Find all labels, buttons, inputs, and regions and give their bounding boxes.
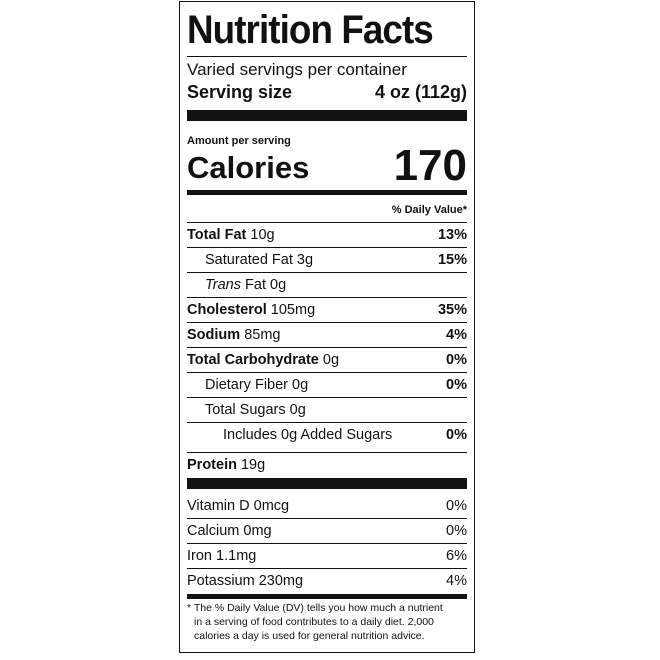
vitamin-dv: 0% bbox=[446, 523, 467, 539]
calories-value: 170 bbox=[393, 141, 467, 190]
nutrient-row-cholesterol: Cholesterol 105mg 35% bbox=[187, 297, 467, 322]
vitamin-amount: 0mcg bbox=[253, 497, 290, 514]
nutrient-name: Sodium bbox=[187, 327, 241, 343]
vitamin-dv: 6% bbox=[446, 548, 467, 564]
nutrient-dv: 13% bbox=[437, 227, 467, 243]
nutrient-name: Total Sugars bbox=[205, 402, 286, 418]
calories-label: Calories bbox=[187, 150, 310, 185]
nutrient-name: Fat bbox=[245, 277, 266, 293]
nutrient-row-total-sugars: Total Sugars 0g bbox=[187, 397, 467, 422]
thick-divider bbox=[187, 110, 467, 121]
nutrient-amount: 10g bbox=[250, 227, 275, 243]
vitamin-name: Potassium bbox=[187, 573, 255, 589]
divider bbox=[187, 56, 467, 57]
label-inner: Nutrition Facts Varied servings per cont… bbox=[187, 2, 467, 652]
nutrient-name: Total Carbohydrate bbox=[187, 352, 319, 368]
serving-size-value: 4 oz (112g) bbox=[374, 82, 467, 102]
vitamin-amount: 1.1mg bbox=[216, 548, 257, 564]
vitamin-row-potassium: Potassium 230mg 4% bbox=[187, 568, 467, 593]
nutrient-amount: 3g bbox=[296, 252, 314, 268]
serving-size-row: Serving size 4 oz (112g) bbox=[187, 82, 467, 103]
vitamin-dv: 0% bbox=[446, 497, 467, 514]
nutrient-amount: 0g bbox=[292, 377, 309, 393]
vitamin-row-iron: Iron 1.1mg 6% bbox=[187, 543, 467, 568]
footnote-line: calories a day is used for general nutri… bbox=[194, 630, 425, 642]
amount-per-serving: Amount per serving bbox=[187, 135, 291, 147]
vitamin-amount: 0mg bbox=[243, 523, 272, 539]
nutrient-row-total-carbohydrate: Total Carbohydrate 0g 0% bbox=[187, 347, 467, 372]
nutrient-row-protein: Protein 19g bbox=[187, 452, 467, 477]
nutrient-amount: 19g bbox=[240, 457, 266, 473]
nutrient-dv: 35% bbox=[437, 302, 467, 318]
nutrient-name: Dietary Fiber bbox=[205, 377, 288, 393]
nutrient-amount: 0g bbox=[289, 402, 306, 418]
nutrient-row-saturated-fat: Saturated Fat 3g 15% bbox=[187, 247, 467, 272]
footnote-line: in a serving of food contributes to a da… bbox=[194, 616, 434, 628]
nutrient-row-sodium: Sodium 85mg 4% bbox=[187, 322, 467, 347]
nutrient-row-added-sugars: Includes 0g Added Sugars 0% bbox=[187, 422, 467, 447]
nutrient-name: Protein bbox=[187, 457, 237, 473]
medium-divider bbox=[187, 190, 467, 195]
nutrient-name: Includes 0g Added Sugars bbox=[223, 427, 393, 443]
nutrient-row-total-fat: Total Fat 10g 13% bbox=[187, 222, 467, 247]
daily-value-header: % Daily Value* bbox=[391, 204, 467, 216]
label-title: Nutrition Facts bbox=[187, 8, 434, 52]
calories-row: Calories 170 bbox=[187, 142, 467, 190]
nutrient-row-dietary-fiber: Dietary Fiber 0g 0% bbox=[187, 372, 467, 397]
thick-divider bbox=[187, 478, 467, 489]
nutrition-facts-label: Nutrition Facts Varied servings per cont… bbox=[179, 1, 475, 653]
nutrient-name-italic: Trans bbox=[205, 277, 241, 293]
nutrient-dv: 15% bbox=[437, 252, 467, 268]
vitamin-name: Iron bbox=[187, 548, 212, 564]
serving-size-label: Serving size bbox=[187, 82, 293, 102]
nutrient-row-trans-fat: Trans Fat 0g bbox=[187, 272, 467, 297]
vitamin-row-vitamin-d: Vitamin D 0mcg 0% bbox=[187, 493, 467, 518]
footnote-line: * The % Daily Value (DV) tells you how m… bbox=[187, 602, 443, 614]
medium-divider bbox=[187, 594, 467, 599]
nutrient-amount: 85mg bbox=[244, 327, 281, 343]
daily-value-footnote: * The % Daily Value (DV) tells you how m… bbox=[187, 601, 467, 643]
nutrient-dv: 0% bbox=[446, 427, 467, 443]
nutrient-name: Total Fat bbox=[187, 227, 247, 243]
nutrient-amount: 0g bbox=[322, 352, 340, 368]
nutrient-amount: 0g bbox=[270, 277, 287, 293]
nutrient-dv: 0% bbox=[446, 377, 467, 393]
vitamin-name: Vitamin D bbox=[187, 497, 250, 514]
vitamin-amount: 230mg bbox=[258, 573, 304, 589]
nutrient-dv: 0% bbox=[446, 352, 467, 368]
nutrient-amount: 105mg bbox=[270, 302, 316, 318]
vitamin-dv: 4% bbox=[446, 573, 467, 589]
nutrient-name: Cholesterol bbox=[187, 302, 267, 318]
servings-per-container: Varied servings per container bbox=[187, 60, 407, 79]
vitamin-name: Calcium bbox=[187, 523, 240, 539]
nutrient-name: Saturated Fat bbox=[205, 252, 293, 268]
vitamin-row-calcium: Calcium 0mg 0% bbox=[187, 518, 467, 543]
nutrient-dv: 4% bbox=[446, 327, 467, 343]
